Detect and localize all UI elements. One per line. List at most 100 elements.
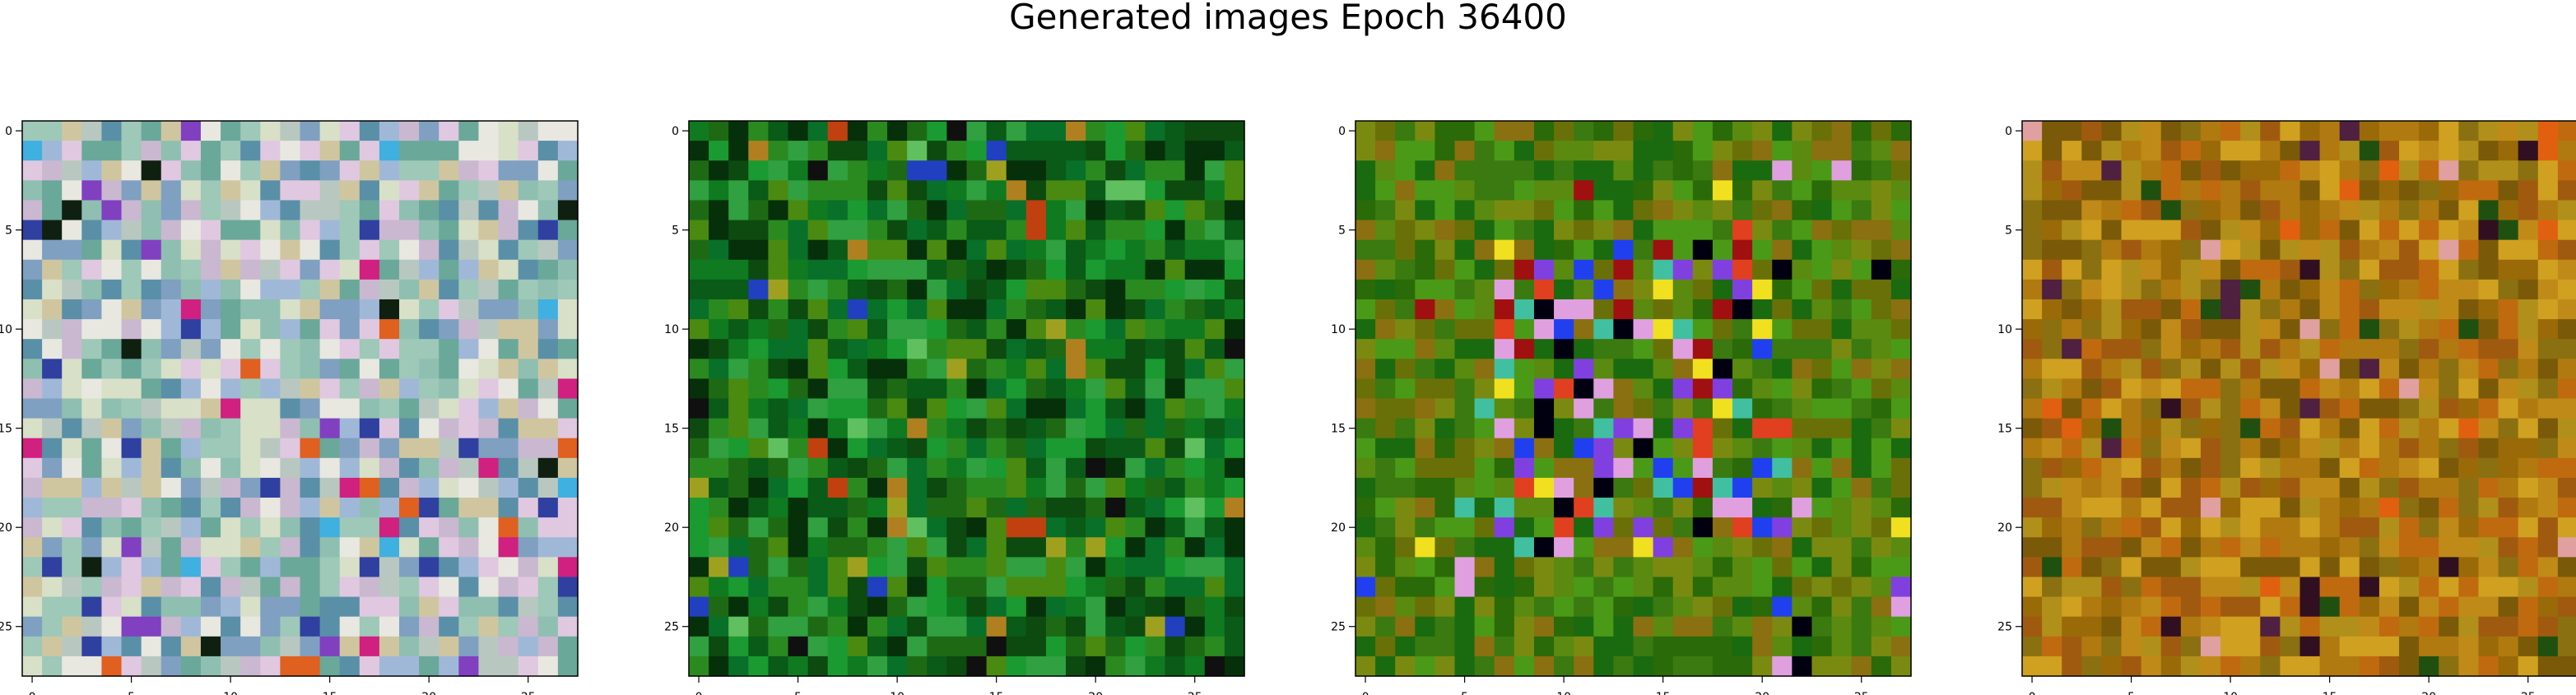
image-pixel: [42, 438, 63, 459]
image-pixel: [319, 279, 341, 300]
image-pixel: [1593, 319, 1614, 340]
image-pixel: [1125, 180, 1146, 202]
image-pixel: [2339, 616, 2360, 637]
image-pixel: [1204, 141, 1225, 161]
image-pixel: [1066, 378, 1086, 400]
image-pixel: [81, 160, 103, 181]
image-pixel: [2240, 299, 2261, 320]
image-pixel: [1574, 477, 1594, 498]
image-pixel: [399, 577, 420, 598]
image-pixel: [1772, 596, 1793, 618]
image-pixel: [537, 636, 559, 657]
image-pixel: [1851, 378, 1872, 400]
image-pixel: [1890, 418, 1912, 439]
image-pixel: [1533, 418, 1555, 439]
x-tick-label: 10: [890, 691, 904, 695]
image-pixel: [2081, 656, 2103, 677]
image-pixel: [1415, 537, 1436, 558]
image-pixel: [1554, 577, 1574, 598]
image-pixel: [689, 299, 709, 320]
image-pixel: [1454, 577, 1476, 598]
image-pixel: [478, 259, 500, 280]
image-pixel: [1692, 339, 1713, 359]
image-pixel: [1653, 557, 1674, 578]
image-pixel: [180, 378, 202, 400]
image-pixel: [359, 141, 380, 161]
image-pixel: [62, 200, 82, 221]
image-pixel: [2478, 477, 2499, 498]
image-pixel: [1066, 121, 1086, 141]
image-pixel: [927, 656, 947, 677]
image-pixel: [2240, 537, 2261, 558]
image-pixel: [1125, 577, 1146, 598]
image-pixel: [728, 239, 749, 261]
image-pixel: [1574, 438, 1594, 459]
image-pixel: [1415, 141, 1436, 161]
image-pixel: [1871, 339, 1892, 359]
image-pixel: [478, 339, 500, 359]
image-pixel: [2378, 418, 2400, 439]
image-pixel: [1045, 378, 1067, 400]
image-pixel: [1454, 180, 1476, 202]
image-pixel: [1105, 141, 1126, 161]
image-pixel: [728, 457, 749, 479]
image-pixel: [2260, 557, 2281, 578]
image-pixel: [1165, 616, 1186, 637]
image-pixel: [2062, 160, 2082, 181]
image-pixel: [1355, 636, 1376, 657]
image-pixel: [458, 299, 480, 320]
image-pixel: [1434, 577, 1456, 598]
image-pixel: [1224, 577, 1245, 598]
image-pixel: [399, 378, 420, 400]
image-pixel: [2557, 239, 2576, 261]
image-pixel: [1712, 457, 1733, 479]
image-pixel: [907, 359, 928, 379]
image-pixel: [2419, 477, 2439, 498]
image-pixel: [1752, 537, 1773, 558]
image-pixel: [2280, 121, 2301, 141]
image-pixel: [141, 200, 162, 221]
image-pixel: [2141, 339, 2162, 359]
image-pixel: [2280, 438, 2301, 459]
image-pixel: [2240, 418, 2261, 439]
image-pixel: [439, 636, 459, 657]
image-pixel: [1514, 121, 1535, 141]
image-pixel: [498, 121, 519, 141]
image-pixel: [2518, 577, 2539, 598]
image-pixel: [1184, 141, 1206, 161]
image-pixel: [2081, 557, 2103, 578]
image-pixel: [180, 438, 202, 459]
image-pixel: [1574, 398, 1594, 419]
image-pixel: [867, 319, 888, 340]
image-pixel: [1514, 339, 1535, 359]
image-pixel: [280, 121, 301, 141]
image-pixel: [1145, 378, 1166, 400]
image-pixel: [2439, 359, 2459, 379]
image-pixel: [2319, 537, 2341, 558]
image-pixel: [1692, 477, 1713, 498]
image-pixel: [2260, 180, 2281, 202]
image-pixel: [537, 477, 559, 498]
image-pixel: [1653, 160, 1674, 181]
image-pixel: [1672, 418, 1694, 439]
image-pixel: [300, 180, 321, 202]
image-pixel: [1712, 438, 1733, 459]
image-pixel: [2419, 319, 2439, 340]
image-pixel: [379, 239, 400, 261]
image-pixel: [537, 498, 559, 518]
image-pixel: [1025, 457, 1047, 479]
image-pixel: [1772, 616, 1793, 637]
image-pixel: [518, 656, 539, 677]
image-pixel: [1066, 160, 1086, 181]
image-pixel: [1025, 339, 1047, 359]
image-pixel: [2062, 200, 2082, 221]
image-pixel: [1125, 339, 1146, 359]
image-pixel: [1811, 596, 1833, 618]
image-pixel: [907, 517, 928, 538]
image-pixel: [518, 299, 539, 320]
image-pixel: [379, 557, 400, 578]
image-pixel: [419, 418, 439, 439]
image-pixel: [2240, 398, 2261, 419]
image-pixel: [458, 279, 480, 300]
image-pixel: [81, 398, 103, 419]
